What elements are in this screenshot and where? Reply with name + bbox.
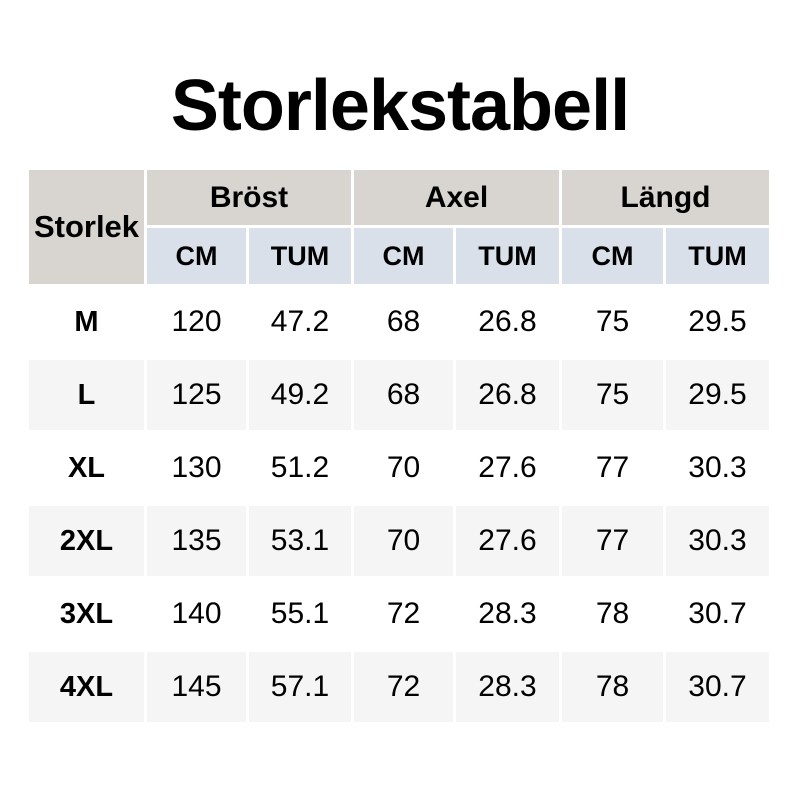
value-cell: 68 bbox=[354, 360, 453, 430]
value-cell: 27.6 bbox=[456, 506, 559, 576]
size-label: XL bbox=[29, 433, 144, 503]
value-cell: 49.2 bbox=[249, 360, 351, 430]
subheader-langd-cm: CM bbox=[562, 228, 663, 284]
value-cell: 75 bbox=[562, 287, 663, 357]
value-cell: 29.5 bbox=[666, 287, 769, 357]
column-group-langd: Längd bbox=[562, 170, 769, 225]
size-chart-page: Storlekstabell Storlek Bröst Axel Längd … bbox=[0, 70, 800, 725]
page-title: Storlekstabell bbox=[170, 66, 630, 146]
column-group-axel: Axel bbox=[354, 170, 559, 225]
value-cell: 53.1 bbox=[249, 506, 351, 576]
subheader-langd-tum: TUM bbox=[666, 228, 769, 284]
size-label: 3XL bbox=[29, 579, 144, 649]
size-label: M bbox=[29, 287, 144, 357]
value-cell: 70 bbox=[354, 433, 453, 503]
value-cell: 70 bbox=[354, 506, 453, 576]
value-cell: 72 bbox=[354, 652, 453, 722]
table-row-m: M 120 47.2 68 26.8 75 29.5 bbox=[29, 287, 769, 357]
value-cell: 78 bbox=[562, 652, 663, 722]
value-cell: 28.3 bbox=[456, 652, 559, 722]
subheader-brost-tum: TUM bbox=[249, 228, 351, 284]
size-label: 4XL bbox=[29, 652, 144, 722]
value-cell: 57.1 bbox=[249, 652, 351, 722]
value-cell: 30.7 bbox=[666, 579, 769, 649]
value-cell: 28.3 bbox=[456, 579, 559, 649]
value-cell: 72 bbox=[354, 579, 453, 649]
header-group-row: Storlek Bröst Axel Längd bbox=[29, 170, 769, 284]
column-group-brost: Bröst bbox=[147, 170, 351, 225]
table-row-4xl: 4XL 145 57.1 72 28.3 78 30.7 bbox=[29, 652, 769, 722]
value-cell: 75 bbox=[562, 360, 663, 430]
table-row-2xl: 2XL 135 53.1 70 27.6 77 30.3 bbox=[29, 506, 769, 576]
column-header-storlek: Storlek bbox=[29, 170, 144, 284]
table-row-3xl: 3XL 140 55.1 72 28.3 78 30.7 bbox=[29, 579, 769, 649]
size-label: 2XL bbox=[29, 506, 144, 576]
value-cell: 26.8 bbox=[456, 360, 559, 430]
value-cell: 125 bbox=[147, 360, 246, 430]
table-row-xl: XL 130 51.2 70 27.6 77 30.3 bbox=[29, 433, 769, 503]
subheader-axel-tum: TUM bbox=[456, 228, 559, 284]
value-cell: 145 bbox=[147, 652, 246, 722]
value-cell: 30.3 bbox=[666, 506, 769, 576]
size-table: Storlek Bröst Axel Längd CM TUM CM TUM C… bbox=[26, 167, 772, 725]
value-cell: 26.8 bbox=[456, 287, 559, 357]
value-cell: 51.2 bbox=[249, 433, 351, 503]
value-cell: 29.5 bbox=[666, 360, 769, 430]
value-cell: 77 bbox=[562, 433, 663, 503]
header-sub-row: CM TUM CM TUM CM TUM bbox=[29, 228, 769, 284]
value-cell: 120 bbox=[147, 287, 246, 357]
value-cell: 78 bbox=[562, 579, 663, 649]
subheader-axel-cm: CM bbox=[354, 228, 453, 284]
value-cell: 30.3 bbox=[666, 433, 769, 503]
value-cell: 68 bbox=[354, 287, 453, 357]
value-cell: 30.7 bbox=[666, 652, 769, 722]
value-cell: 27.6 bbox=[456, 433, 559, 503]
value-cell: 135 bbox=[147, 506, 246, 576]
value-cell: 55.1 bbox=[249, 579, 351, 649]
subheader-brost-cm: CM bbox=[147, 228, 246, 284]
value-cell: 130 bbox=[147, 433, 246, 503]
value-cell: 47.2 bbox=[249, 287, 351, 357]
value-cell: 140 bbox=[147, 579, 246, 649]
table-row-l: L 125 49.2 68 26.8 75 29.5 bbox=[29, 360, 769, 430]
size-label: L bbox=[29, 360, 144, 430]
value-cell: 77 bbox=[562, 506, 663, 576]
